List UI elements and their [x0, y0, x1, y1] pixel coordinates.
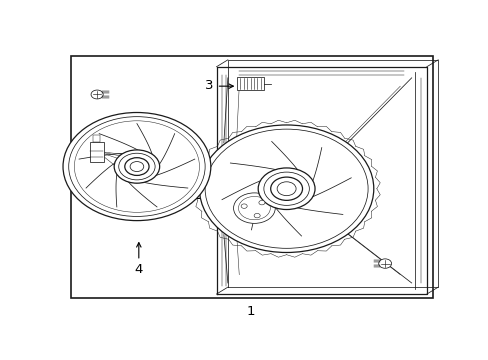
Text: 4: 4: [134, 262, 142, 276]
Circle shape: [254, 213, 260, 218]
Text: 3: 3: [204, 79, 213, 92]
Circle shape: [378, 259, 391, 268]
Circle shape: [233, 193, 275, 223]
Circle shape: [199, 125, 373, 252]
Circle shape: [264, 172, 309, 205]
Bar: [237, 77, 264, 90]
Circle shape: [238, 197, 270, 220]
Circle shape: [258, 201, 264, 205]
Circle shape: [130, 162, 143, 172]
Circle shape: [119, 153, 155, 180]
Bar: [89, 141, 104, 162]
Circle shape: [124, 158, 149, 175]
Circle shape: [91, 90, 103, 99]
Bar: [93, 135, 100, 141]
Text: 1: 1: [246, 305, 254, 318]
Circle shape: [258, 168, 314, 210]
Bar: [70, 56, 432, 298]
Text: 2: 2: [180, 192, 188, 205]
Circle shape: [270, 177, 302, 201]
Circle shape: [277, 182, 296, 196]
Circle shape: [63, 112, 210, 221]
Circle shape: [114, 150, 159, 183]
Circle shape: [241, 204, 246, 208]
